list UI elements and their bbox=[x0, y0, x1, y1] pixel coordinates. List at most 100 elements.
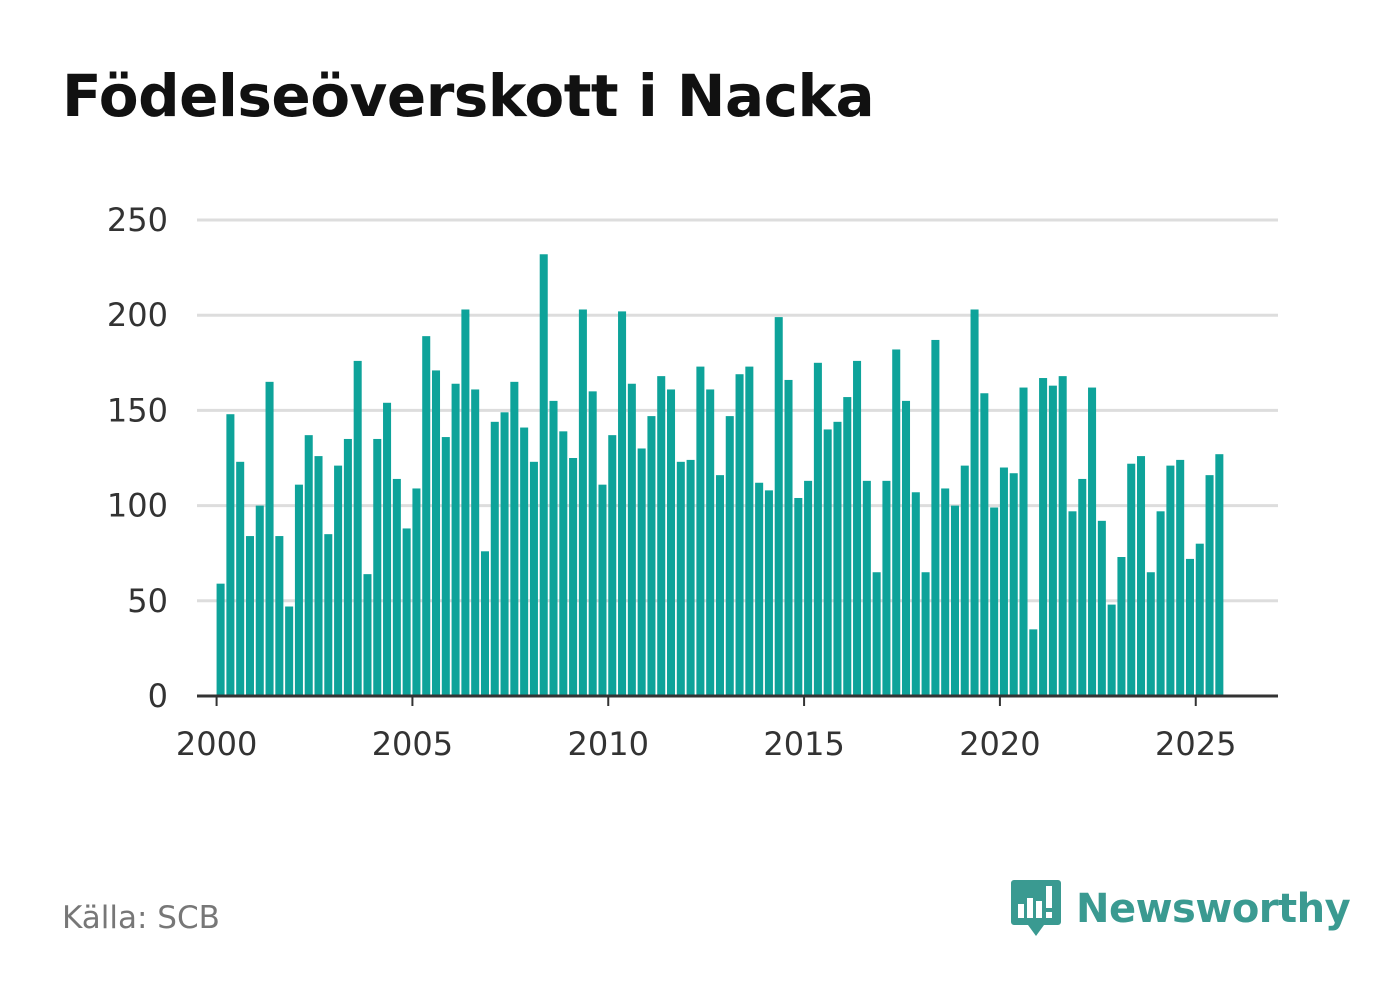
bar bbox=[216, 583, 225, 696]
bar bbox=[931, 339, 940, 696]
bar bbox=[1019, 387, 1028, 696]
bar bbox=[882, 480, 891, 696]
bar bbox=[980, 393, 989, 696]
bar bbox=[353, 360, 362, 696]
bar bbox=[245, 536, 254, 696]
x-tick-label: 2005 bbox=[372, 725, 453, 763]
bar bbox=[1029, 629, 1038, 696]
bar bbox=[843, 397, 852, 696]
bar bbox=[833, 421, 842, 696]
bar bbox=[1039, 378, 1048, 696]
bar bbox=[549, 400, 558, 696]
bar bbox=[1195, 543, 1204, 696]
bar bbox=[872, 572, 881, 696]
source-label: Källa: SCB bbox=[62, 900, 220, 936]
bar bbox=[715, 475, 724, 696]
bar bbox=[363, 574, 372, 696]
x-tick-label: 2010 bbox=[568, 725, 649, 763]
bar bbox=[735, 374, 744, 696]
x-tick-label: 2015 bbox=[763, 725, 844, 763]
bar bbox=[461, 309, 470, 696]
bar bbox=[627, 383, 636, 696]
bar bbox=[402, 528, 411, 696]
bar bbox=[618, 311, 627, 696]
bar bbox=[970, 309, 979, 696]
y-tick-label: 200 bbox=[107, 296, 168, 334]
bar bbox=[686, 459, 695, 696]
brand-name: Newsworthy bbox=[1076, 886, 1351, 932]
y-tick-label: 100 bbox=[107, 487, 168, 525]
bar-series bbox=[216, 254, 1224, 696]
bar bbox=[804, 480, 813, 696]
bar bbox=[696, 366, 705, 696]
bar bbox=[853, 360, 862, 696]
y-tick-label: 250 bbox=[107, 201, 168, 239]
bar bbox=[676, 461, 685, 696]
bar bbox=[1176, 459, 1185, 696]
bar bbox=[236, 461, 245, 696]
bar bbox=[813, 362, 822, 696]
bar bbox=[588, 391, 597, 696]
bar bbox=[774, 317, 783, 696]
bar bbox=[1127, 463, 1136, 696]
bar bbox=[412, 488, 421, 696]
bar bbox=[1009, 473, 1018, 696]
bar bbox=[500, 412, 509, 696]
bar bbox=[1058, 376, 1067, 696]
bar bbox=[725, 416, 734, 696]
bar bbox=[294, 484, 303, 696]
x-tick-label: 2025 bbox=[1155, 725, 1236, 763]
bar bbox=[657, 376, 666, 696]
bar bbox=[304, 435, 313, 696]
bar bbox=[1068, 511, 1077, 696]
bar bbox=[745, 366, 754, 696]
bar bbox=[529, 461, 538, 696]
bar bbox=[275, 536, 284, 696]
y-axis-labels: 0 50 100 150 200 250 bbox=[107, 201, 168, 715]
brand-logo[interactable]: Newsworthy bbox=[1010, 878, 1351, 940]
bar bbox=[999, 467, 1008, 696]
bar bbox=[1137, 456, 1146, 696]
bar bbox=[1185, 558, 1194, 696]
bar bbox=[941, 488, 950, 696]
bar bbox=[921, 572, 930, 696]
bar bbox=[667, 389, 676, 696]
bar bbox=[706, 389, 715, 696]
bar bbox=[1107, 604, 1116, 696]
bar bbox=[285, 606, 294, 696]
bar bbox=[383, 402, 392, 696]
bar bbox=[823, 429, 832, 696]
bar bbox=[1166, 465, 1175, 696]
bar bbox=[608, 435, 617, 696]
bar bbox=[520, 427, 529, 696]
bar bbox=[471, 389, 480, 696]
bar bbox=[1146, 572, 1155, 696]
bar bbox=[950, 505, 959, 696]
bar bbox=[578, 309, 587, 696]
bar bbox=[1205, 475, 1214, 696]
bar bbox=[255, 505, 264, 696]
y-tick-label: 0 bbox=[148, 677, 168, 715]
bar bbox=[226, 414, 235, 696]
bar bbox=[647, 416, 656, 696]
bar bbox=[441, 437, 450, 696]
bar bbox=[265, 381, 274, 696]
bar bbox=[1078, 478, 1087, 696]
bar-chart-speech-bubble-icon bbox=[1011, 880, 1061, 936]
x-tick-label: 2020 bbox=[959, 725, 1040, 763]
bar bbox=[373, 438, 382, 696]
bar bbox=[1156, 511, 1165, 696]
bar bbox=[539, 254, 548, 696]
bar bbox=[990, 507, 999, 696]
bar bbox=[559, 431, 568, 696]
bar bbox=[1215, 454, 1224, 696]
bar bbox=[794, 497, 803, 696]
bar bbox=[490, 421, 499, 696]
bar bbox=[324, 534, 333, 696]
bar bbox=[1097, 520, 1106, 696]
bar bbox=[911, 492, 920, 696]
y-tick-label: 150 bbox=[107, 391, 168, 429]
chart-title: Födelseöverskott i Nacka bbox=[62, 62, 875, 130]
bar bbox=[598, 484, 607, 696]
